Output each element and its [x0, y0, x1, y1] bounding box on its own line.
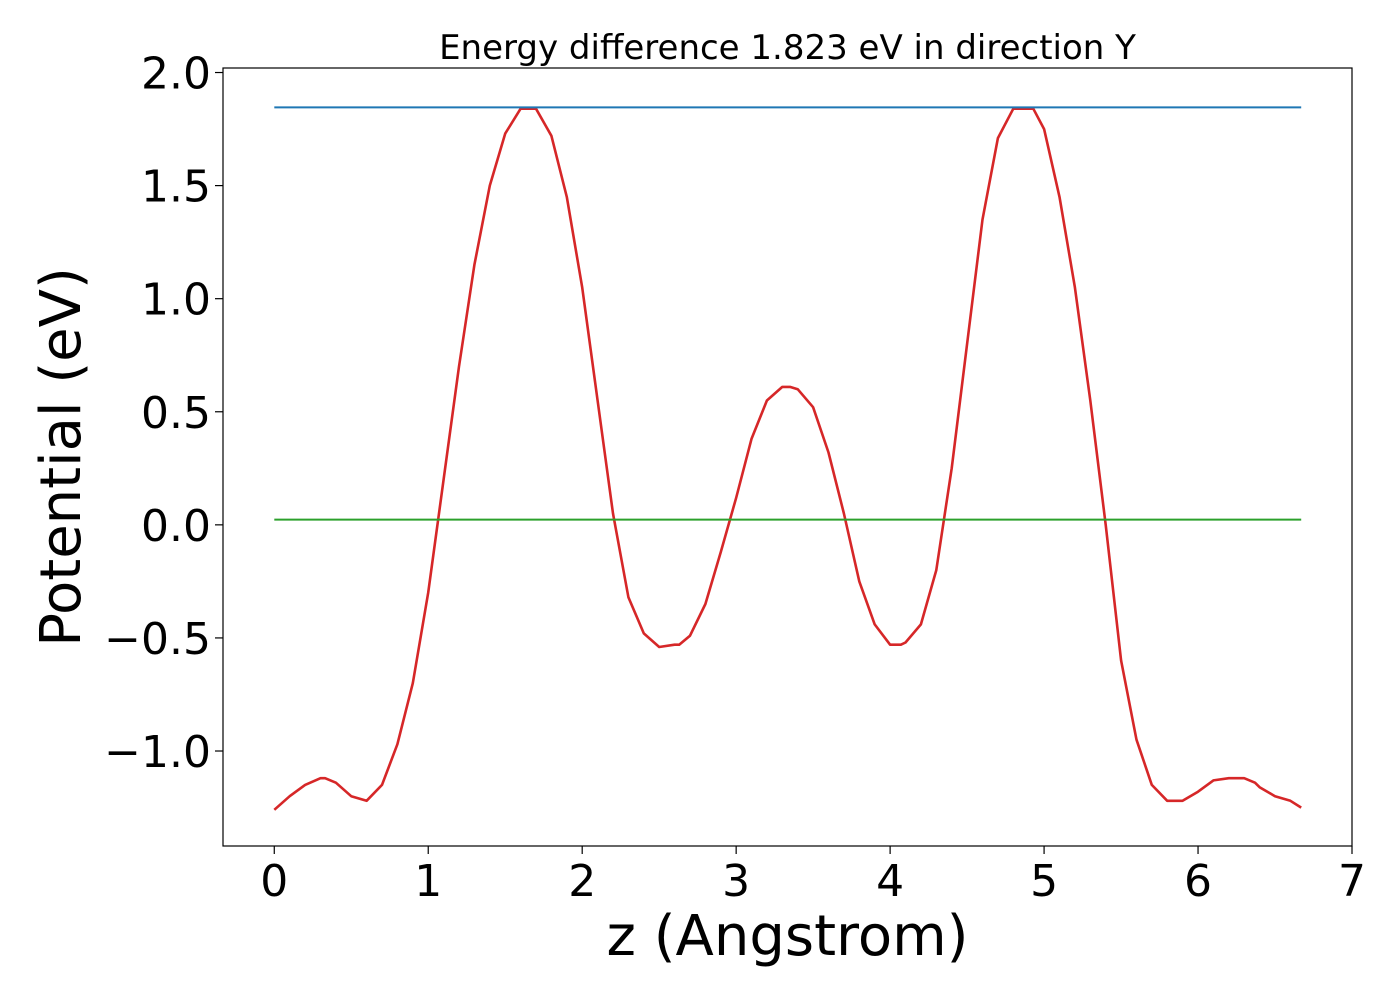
series-line-0 [273, 107, 1302, 811]
y-tick-label: 2.0 [141, 49, 211, 100]
y-tick-label: −0.5 [104, 614, 211, 665]
y-tick-label: 0.0 [141, 501, 211, 552]
x-axis-label: z (Angstrom) [607, 904, 969, 969]
x-tick-label: 3 [722, 856, 750, 907]
y-tick-label: 1.5 [141, 162, 211, 213]
x-tick-label: 4 [876, 856, 904, 907]
x-tick-label: 0 [260, 856, 288, 907]
y-tick-label: 0.5 [141, 388, 211, 439]
x-tick-label: 5 [1030, 856, 1058, 907]
x-tick-label: 7 [1338, 856, 1366, 907]
axes: 0 1 2 3 4 5 6 7 −1.0 −0.5 0.0 0.5 1.0 1.5 2.0 [104, 49, 1366, 907]
x-tick-label: 1 [414, 856, 442, 907]
x-tick-label: 6 [1184, 856, 1212, 907]
y-tick-label: −1.0 [104, 727, 211, 778]
chart-title: Energy difference 1.823 eV in direction … [439, 28, 1136, 68]
plot-frame [222, 67, 1353, 847]
y-tick-label: 1.0 [141, 275, 211, 326]
x-tick-label: 2 [568, 856, 596, 907]
y-axis-label: Potential (eV) [29, 267, 94, 647]
plot-area [273, 106, 1302, 811]
